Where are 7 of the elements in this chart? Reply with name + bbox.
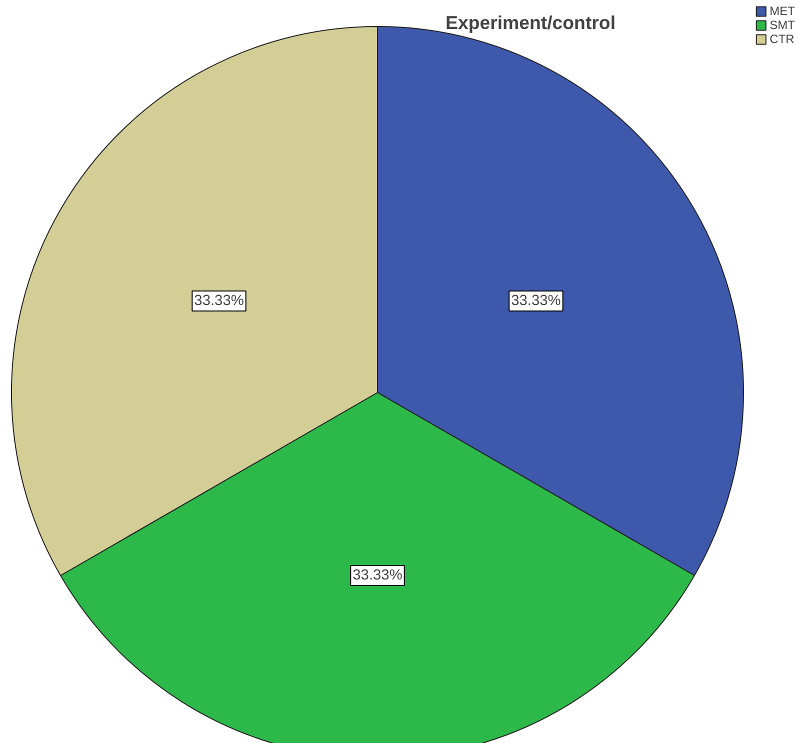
legend-label: CTR (770, 32, 794, 46)
data-label: 33.33% (194, 293, 244, 309)
legend-label: MET (770, 4, 795, 18)
data-label: 33.33% (352, 568, 402, 584)
legend-label: SMT (770, 18, 795, 32)
data-label: 33.33% (511, 293, 561, 309)
chart-title: Experiment/control (445, 12, 616, 33)
